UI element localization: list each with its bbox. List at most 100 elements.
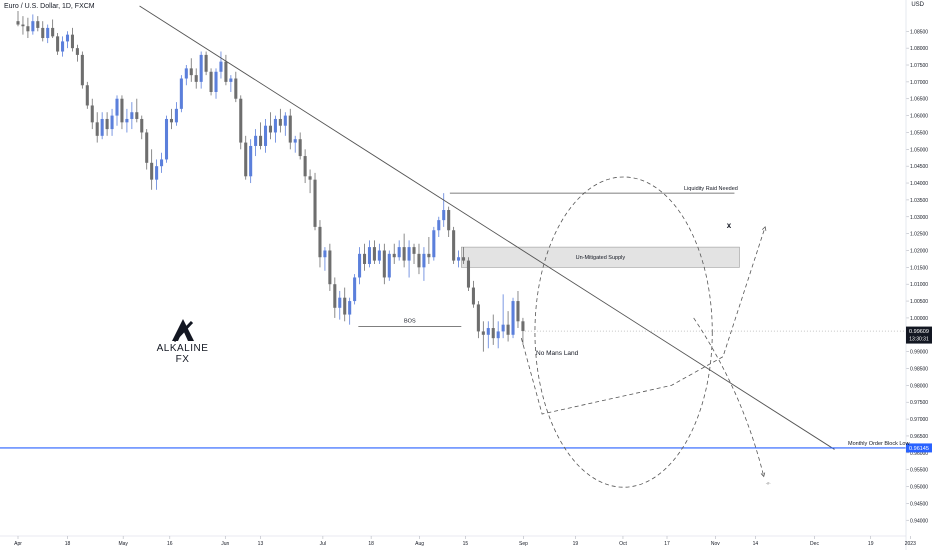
candle-body bbox=[372, 247, 376, 261]
candle-body bbox=[21, 24, 25, 27]
lines-layer bbox=[0, 5, 906, 450]
trendline bbox=[139, 5, 835, 450]
candle-body bbox=[407, 247, 411, 261]
candle-body bbox=[417, 253, 421, 268]
candle-body bbox=[501, 324, 505, 332]
candle-body bbox=[169, 118, 173, 123]
y-tick-label: 1.02500 bbox=[910, 232, 928, 238]
no-mans-land-label: No Mans Land bbox=[536, 350, 579, 357]
candle-body bbox=[358, 253, 362, 278]
candle-body bbox=[432, 230, 436, 258]
candle-body bbox=[343, 297, 347, 315]
candle-body bbox=[164, 118, 169, 160]
y-tick-label: 1.07000 bbox=[910, 80, 928, 86]
x-tick-label: Jul bbox=[320, 541, 326, 547]
candle-body bbox=[476, 304, 480, 332]
candle-body bbox=[229, 78, 233, 82]
candle-body bbox=[160, 159, 164, 167]
candle-body bbox=[204, 54, 208, 72]
x-tick-label: 19 bbox=[868, 541, 874, 547]
x-tick-label: 13 bbox=[258, 541, 264, 547]
candle-body bbox=[318, 226, 322, 258]
candle-body bbox=[214, 71, 218, 92]
candle-body bbox=[288, 115, 292, 143]
y-tick-label: 0.97000 bbox=[910, 417, 928, 423]
candle-body bbox=[387, 253, 391, 278]
y-tick-label: 1.01500 bbox=[910, 265, 928, 271]
candle-body bbox=[392, 253, 396, 258]
candle-body bbox=[80, 54, 84, 86]
y-tick-label: 1.05000 bbox=[910, 147, 928, 153]
y-tick-label: 0.95500 bbox=[910, 468, 928, 474]
projection-up-path bbox=[520, 226, 766, 415]
candle-body bbox=[105, 118, 109, 130]
currency-label: USD bbox=[911, 2, 924, 8]
x-tick-label: Sep bbox=[519, 541, 528, 547]
candle-body bbox=[95, 122, 99, 136]
x-tick-label: 17 bbox=[664, 541, 670, 547]
x-mark: x bbox=[727, 221, 732, 230]
y-tick-label: 0.98500 bbox=[910, 367, 928, 373]
candle-body bbox=[135, 112, 139, 119]
candle-body bbox=[259, 135, 263, 146]
order-block-price-tag bbox=[906, 443, 932, 453]
x-tick-label: Apr bbox=[14, 541, 22, 547]
y-tick-label: 1.05500 bbox=[910, 130, 928, 136]
candle-body bbox=[70, 34, 74, 49]
candle-body bbox=[224, 61, 228, 82]
candle-body bbox=[481, 331, 485, 335]
candle-body bbox=[56, 36, 60, 52]
x-tick-label: 18 bbox=[368, 541, 374, 547]
candle-body bbox=[353, 277, 357, 302]
candle-body bbox=[471, 287, 475, 305]
supply-zone-label: Un-Mitigated Supply bbox=[576, 255, 626, 261]
candles-layer bbox=[16, 11, 525, 352]
candle-body bbox=[491, 328, 495, 339]
candle-body bbox=[115, 98, 119, 116]
current-price-tag bbox=[906, 326, 932, 344]
candle-body bbox=[51, 27, 55, 37]
candle-body bbox=[333, 284, 337, 308]
brand: ALKALINE FX bbox=[150, 318, 215, 365]
arrow-head bbox=[760, 472, 766, 478]
x-tick-label: 15 bbox=[463, 541, 469, 547]
y-tick-label: 0.98000 bbox=[910, 383, 928, 389]
candle-body bbox=[367, 247, 372, 264]
y-tick-label: 0.96500 bbox=[910, 434, 928, 440]
candle-body bbox=[452, 230, 456, 261]
order-block-price-text: 0.96145 bbox=[909, 446, 929, 452]
candle-body bbox=[313, 179, 317, 227]
price-tags-layer: 0.96145 0.99609 13:30:31 bbox=[906, 326, 932, 453]
candle-body bbox=[412, 247, 416, 254]
y-tick-label: 1.03000 bbox=[910, 215, 928, 221]
candle-body bbox=[179, 78, 183, 109]
candle-body bbox=[31, 21, 35, 32]
projection-ellipse bbox=[534, 176, 713, 488]
order-block-label: Monthly Order Block Low bbox=[848, 441, 909, 447]
candle-body bbox=[36, 21, 40, 28]
candle-body bbox=[298, 139, 302, 157]
candle-body bbox=[125, 118, 129, 123]
y-tick-label: 1.04500 bbox=[910, 164, 928, 170]
x-tick-label: 14 bbox=[753, 541, 759, 547]
candle-body bbox=[328, 250, 332, 285]
arrow-head bbox=[761, 226, 767, 231]
path-end-mark: -//- bbox=[766, 480, 772, 485]
y-tick-label: 1.06000 bbox=[910, 114, 928, 120]
candle-body bbox=[268, 125, 273, 133]
candle-body bbox=[130, 112, 134, 119]
y-tick-label: 0.94000 bbox=[910, 518, 928, 524]
candle-body bbox=[466, 260, 471, 288]
projection-down-path bbox=[693, 317, 765, 477]
candle-body bbox=[239, 98, 243, 143]
candle-body bbox=[174, 108, 178, 123]
x-tick-label: 16 bbox=[167, 541, 173, 547]
candle-body bbox=[323, 250, 327, 258]
candle-body bbox=[184, 68, 188, 79]
candle-body bbox=[61, 41, 65, 52]
y-tick-label: 0.99000 bbox=[910, 350, 928, 356]
candle-body bbox=[209, 71, 213, 92]
candle-body bbox=[506, 324, 510, 335]
y-tick-label: 1.08000 bbox=[910, 46, 928, 52]
